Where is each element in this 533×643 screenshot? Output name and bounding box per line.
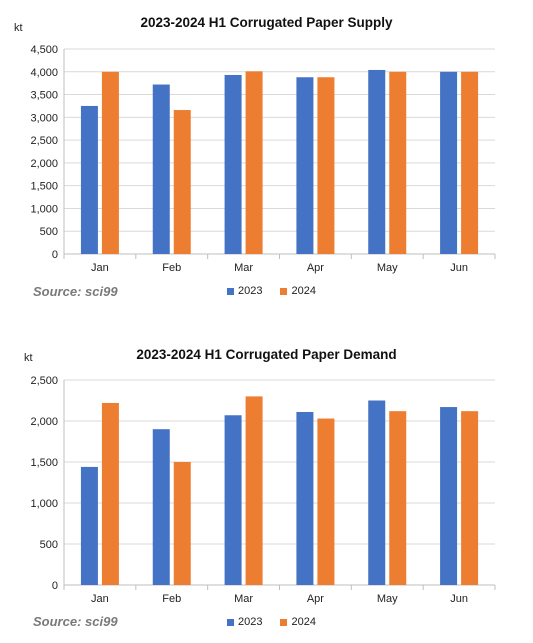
y-tick-label: 2,500: [30, 135, 58, 147]
legend-item-2024: 2024: [280, 285, 316, 297]
y-tick-label: 4,500: [30, 44, 58, 56]
bar-2023-jun: [440, 71, 458, 255]
bar-2023-may: [368, 69, 386, 254]
bar-2024-feb: [173, 110, 191, 255]
bar-2024-mar: [245, 71, 263, 254]
x-tick-label: Jan: [91, 262, 109, 274]
x-tick-label: Mar: [234, 262, 253, 274]
x-tick-label: Apr: [307, 262, 324, 274]
bar-2024-mar: [245, 396, 263, 585]
y-tick-label: 2,000: [30, 416, 58, 428]
bar-2023-jan: [80, 466, 98, 585]
y-tick-label: 0: [52, 580, 58, 592]
bar-2024-feb: [173, 462, 191, 585]
legend-label: 2023: [238, 285, 263, 297]
x-tick-label: Feb: [162, 593, 181, 605]
y-tick-label: 1,000: [30, 498, 58, 510]
legend-swatch-2024: [280, 618, 288, 626]
bar-2023-jun: [440, 407, 458, 585]
legend: 2023 2024: [227, 616, 334, 628]
legend: 2023 2024: [227, 285, 334, 297]
supply-chart-plot: 0 500 1,000 1,500 2,000 2,500 3,000 3,500 4,000 4…: [30, 44, 496, 274]
y-tick-label: 500: [40, 539, 58, 551]
legend-item-2023: 2023: [227, 616, 262, 628]
legend-label: 2024: [291, 285, 316, 297]
chart-title: 2023-2024 H1 Corrugated Paper Demand: [136, 347, 397, 362]
bar-2023-feb: [152, 429, 170, 585]
bar-2024-jun: [461, 71, 479, 255]
bar-2024-may: [389, 71, 407, 255]
y-tick-label: 1,500: [30, 457, 58, 469]
bar-2024-jun: [461, 411, 479, 585]
legend-swatch-2023: [227, 618, 234, 626]
bar-2024-jan: [101, 71, 119, 255]
x-tick-label: Jun: [450, 262, 468, 274]
legend-label: 2024: [291, 616, 316, 628]
bar-2023-apr: [296, 411, 314, 585]
x-tick-label: Jan: [91, 593, 109, 605]
y-tick-label: 1,500: [30, 181, 58, 193]
legend-label: 2023: [238, 616, 263, 628]
bar-2024-apr: [317, 77, 335, 254]
demand-chart: 2023-2024 H1 Corrugated Paper Demand kt …: [0, 330, 533, 643]
x-tick-label: Feb: [162, 262, 181, 274]
legend-swatch-2024: [280, 287, 288, 295]
bar-2023-feb: [152, 84, 170, 255]
y-tick-label: 500: [40, 226, 58, 238]
x-tick-label: May: [377, 593, 398, 605]
x-tick-label: May: [377, 262, 398, 274]
source-label: Source: sci99: [33, 284, 118, 299]
y-tick-label: 2,000: [30, 158, 58, 170]
x-tick-label: Mar: [234, 593, 253, 605]
y-tick-label: 3,000: [30, 112, 58, 124]
y-tick-label: 3,500: [30, 90, 58, 102]
bar-2024-apr: [317, 418, 335, 585]
bar-2024-may: [389, 411, 407, 585]
bar-2023-may: [368, 400, 386, 585]
x-tick-label: Jun: [450, 593, 468, 605]
y-tick-label: 2,500: [30, 375, 58, 387]
supply-chart: 2023-2024 H1 Corrugated Paper Supply kt …: [0, 0, 533, 320]
source-label: Source: sci99: [33, 614, 118, 629]
bar-2023-jan: [80, 105, 98, 254]
x-tick-label: Apr: [307, 593, 324, 605]
legend-item-2023: 2023: [227, 285, 262, 297]
legend-item-2024: 2024: [280, 616, 316, 628]
y-axis-unit: kt: [24, 352, 33, 364]
bar-2024-jan: [101, 402, 119, 585]
y-axis-unit: kt: [14, 22, 23, 34]
y-tick-label: 0: [52, 249, 58, 261]
legend-swatch-2023: [227, 287, 234, 295]
demand-chart-plot: 0 500 1,000 1,500 2,000 2,500 Jan Feb Mar Apr May J…: [30, 375, 496, 605]
bar-2023-apr: [296, 77, 314, 254]
bar-2023-mar: [224, 74, 242, 254]
y-tick-label: 1,000: [30, 203, 58, 215]
bar-2023-mar: [224, 415, 242, 585]
y-tick-label: 4,000: [30, 67, 58, 79]
chart-title: 2023-2024 H1 Corrugated Paper Supply: [140, 15, 393, 30]
